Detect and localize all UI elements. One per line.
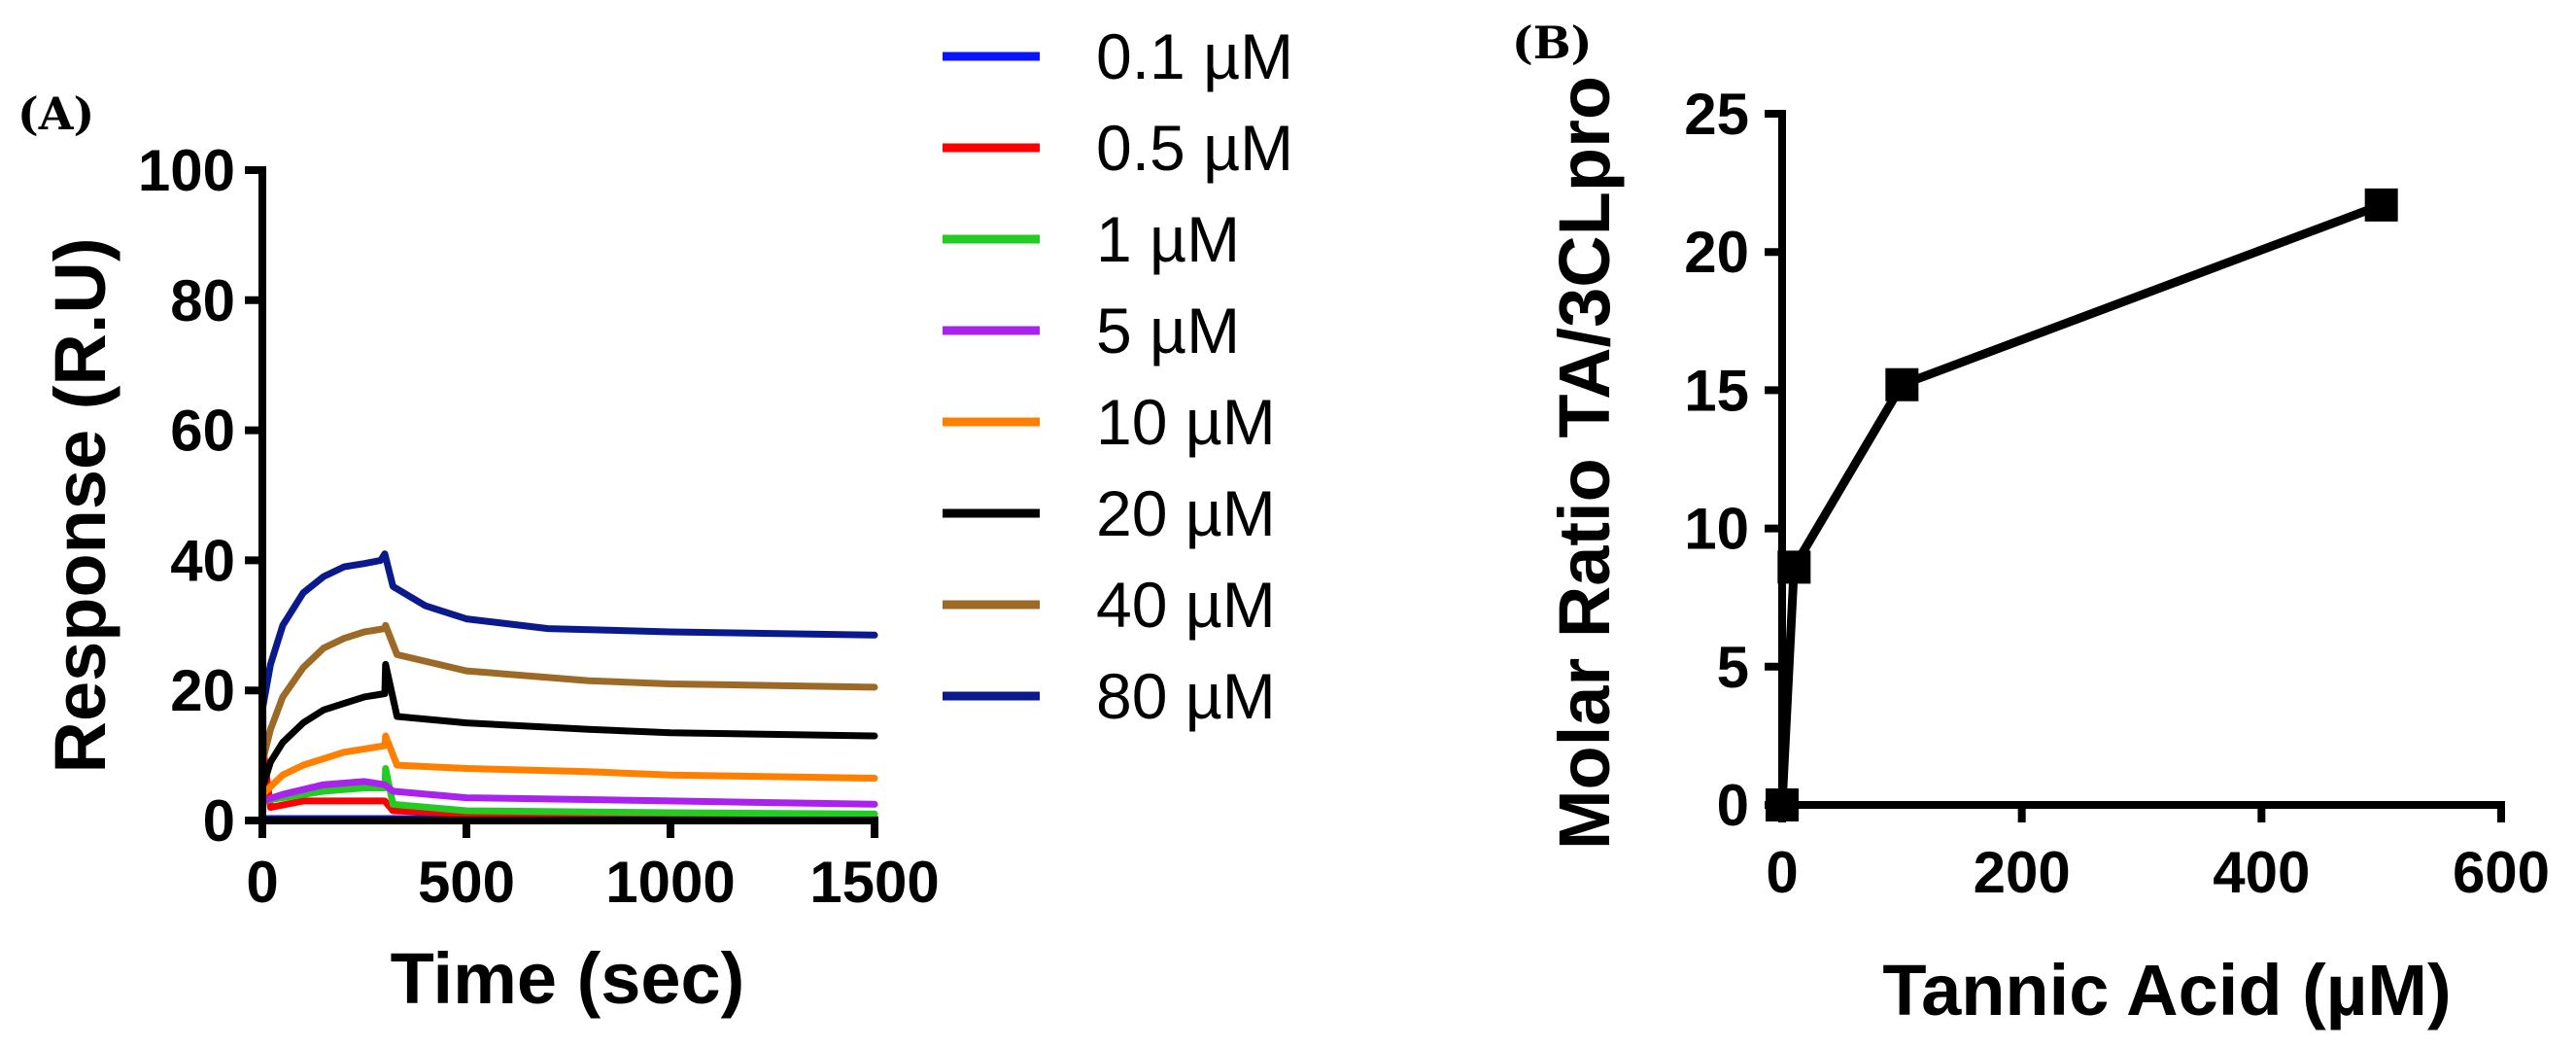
panel-a-series-line: [258, 550, 878, 714]
legend-entry-label: 10 µM: [1096, 386, 1276, 458]
panel-a-xlabel: Time (sec): [391, 938, 745, 1019]
panel-b-x-tick-label: 600: [2453, 840, 2550, 905]
panel-a-x-tick-label: 1500: [809, 850, 939, 915]
panel-b-series-line: [1777, 200, 2384, 806]
legend-entry-label: 20 µM: [1096, 477, 1276, 549]
panel-b: (B) Molar Ratio TA/3CLpro Tannic Acid (µ…: [1512, 17, 2550, 1030]
panel-b-y-tick-label: 5: [1717, 635, 1749, 700]
panel-b-ylabel: Molar Ratio TA/3CLpro: [1544, 76, 1625, 850]
panel-a-ylabel: Response (R.U): [40, 238, 120, 774]
panel-b-y-tick-label: 0: [1717, 773, 1749, 838]
panel-a-series-line: [258, 739, 878, 821]
panel-b-axes: [1778, 110, 2505, 809]
panel-b-data-point: [1885, 367, 1919, 401]
panel-b-y-tick-label: 20: [1684, 220, 1749, 285]
panel-a-x-tick-label: 1000: [605, 850, 735, 915]
panel-b-x-tick-label: 0: [1766, 840, 1798, 905]
legend-entry-label: 80 µM: [1096, 660, 1276, 732]
panel-a: (A) Response (R.U) Time (sec) 0 20 40 60 80 1…: [17, 87, 940, 1019]
panel-a-series-line: [258, 732, 878, 798]
panel-b-y-tick-label: 10: [1684, 497, 1749, 562]
panel-b-data-point: [2364, 188, 2398, 222]
panel-b-y-tick-label: 15: [1684, 358, 1749, 423]
panel-a-y-ticks: 0 20 40 60 80 100: [138, 138, 262, 854]
legend-entry-label: 40 µM: [1096, 569, 1276, 641]
panel-a-y-tick-label: 80: [170, 268, 235, 333]
panel-b-y-ticks: 0 5 10 15 20 25: [1684, 82, 1782, 838]
panel-a-x-ticks: 0 500 1000 1500: [246, 820, 940, 915]
panel-b-x-ticks: 0 200 400 600: [1766, 805, 2550, 905]
panel-a-x-tick-label: 0: [246, 850, 278, 915]
panel-a-axes: [258, 166, 878, 824]
legend-entry-label: 0.5 µM: [1096, 112, 1293, 184]
legend-entry-label: 1 µM: [1096, 203, 1240, 275]
panel-a-y-tick-label: 20: [170, 658, 235, 723]
panel-b-label: (B): [1512, 17, 1592, 69]
panel-b-data-point: [1766, 788, 1799, 821]
panel-b-x-tick-label: 200: [1974, 840, 2071, 905]
panel-b-series-group: [1766, 188, 2398, 821]
panel-a-series-line: [258, 778, 878, 808]
panel-a-x-tick-label: 500: [418, 850, 515, 915]
panel-b-x-tick-label: 400: [2213, 840, 2310, 905]
panel-a-y-tick-label: 100: [138, 138, 235, 203]
legend-entry-label: 5 µM: [1096, 295, 1240, 366]
panel-b-data-point: [1777, 550, 1811, 584]
panel-a-y-tick-label: 0: [203, 788, 235, 854]
panel-b-y-tick-label: 25: [1684, 82, 1749, 147]
panel-a-series-line: [258, 621, 878, 766]
panel-a-series-line: [258, 660, 878, 791]
panel-a-label: (A): [17, 87, 94, 140]
panel-b-xlabel: Tannic Acid (µM): [1882, 950, 2451, 1030]
panel-a-y-tick-label: 40: [170, 528, 235, 593]
panel-a-series-line: [258, 765, 878, 818]
panel-a-series-group: [258, 550, 878, 822]
legend-entry-label: 0.1 µM: [1096, 20, 1293, 92]
legend: 0.1 µM 0.5 µM 1 µM 5 µM 10 µM 20 µM 40 µM 80 µM: [943, 20, 1293, 732]
panel-a-y-tick-label: 60: [170, 399, 235, 464]
